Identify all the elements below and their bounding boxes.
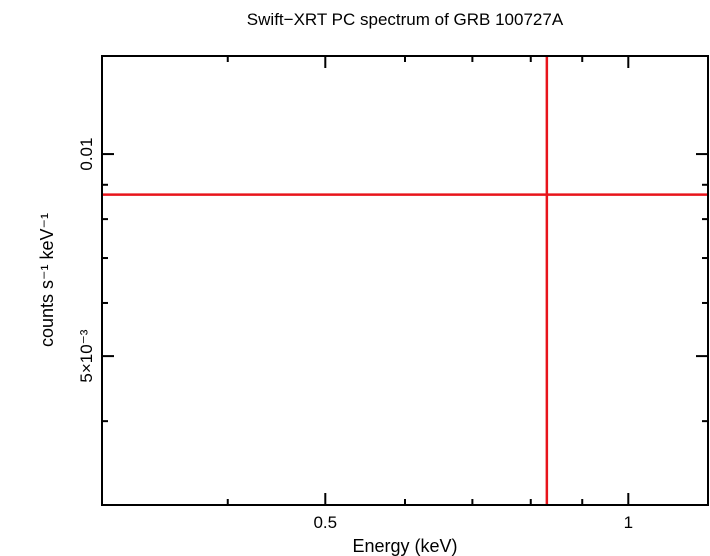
x-axis-label: Energy (keV): [352, 536, 457, 556]
plot-frame: [101, 55, 709, 506]
y-tick-label: 0.01: [77, 138, 96, 171]
y-axis-label: counts s⁻¹ keV⁻¹: [37, 213, 57, 347]
y-tick-label: 5×10⁻³: [77, 329, 96, 382]
x-tick-label: 1: [624, 513, 633, 532]
x-tick-label: 0.5: [313, 513, 337, 532]
chart-title: Swift−XRT PC spectrum of GRB 100727A: [247, 10, 564, 29]
plot-area: [102, 56, 708, 505]
tick-labels: 0.5 1 5×10⁻³ 0.01: [77, 138, 633, 532]
axis-ticks: [101, 55, 709, 506]
